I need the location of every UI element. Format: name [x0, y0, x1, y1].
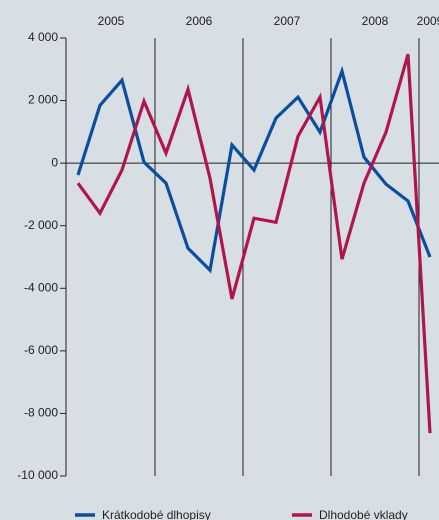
y-tick-label: -4 000 — [24, 280, 58, 294]
y-tick-label: -6 000 — [24, 343, 58, 357]
year-label: 2008 — [362, 14, 389, 28]
y-tick-label: 2 000 — [28, 93, 58, 107]
y-tick-label: 0 — [51, 155, 58, 169]
series-line — [76, 53, 432, 434]
year-label: 2005 — [98, 14, 125, 28]
series-line — [76, 65, 432, 274]
y-tick-label: -8 000 — [24, 406, 58, 420]
year-label: 2007 — [274, 14, 301, 28]
legend-label: Krátkodobé dlhopisy — [102, 508, 211, 520]
year-label: 2006 — [186, 14, 213, 28]
y-tick-label: -2 000 — [24, 218, 58, 232]
legend-label: Dlhodobé vklady — [319, 508, 408, 520]
year-label: 2009 — [417, 14, 439, 28]
y-tick-label: 4 000 — [28, 30, 58, 44]
y-tick-label: -10 000 — [17, 468, 58, 482]
